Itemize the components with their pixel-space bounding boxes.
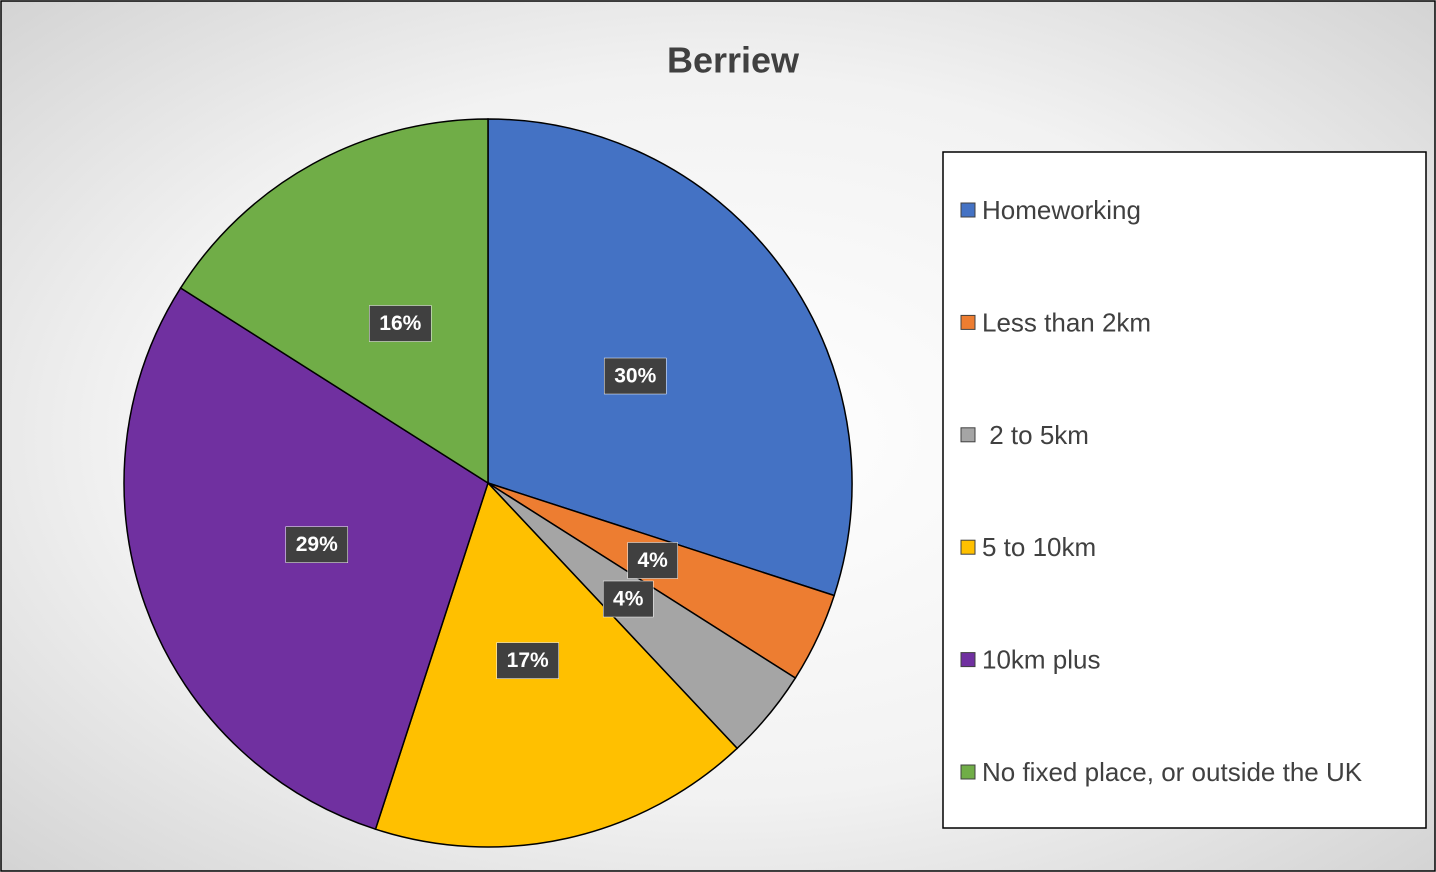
data-label: 4% bbox=[613, 588, 644, 611]
data-label-box bbox=[603, 357, 667, 395]
data-label: 30% bbox=[614, 365, 656, 388]
legend-swatch bbox=[960, 427, 976, 443]
data-label: 17% bbox=[507, 649, 549, 672]
data-label: 4% bbox=[637, 549, 668, 572]
legend bbox=[942, 151, 1427, 829]
data-label-box bbox=[602, 580, 654, 618]
legend-label: 10km plus bbox=[982, 645, 1101, 675]
legend-swatch bbox=[960, 202, 976, 218]
data-label-box bbox=[369, 305, 432, 342]
data-label-box bbox=[285, 526, 349, 563]
legend-swatch bbox=[960, 764, 976, 780]
legend-label: No fixed place, or outside the UK bbox=[982, 757, 1363, 787]
legend-swatch bbox=[960, 314, 976, 330]
legend-swatch bbox=[960, 539, 976, 555]
data-label: 16% bbox=[379, 312, 421, 335]
data-label-box bbox=[496, 642, 559, 679]
data-label: 29% bbox=[296, 533, 338, 556]
legend-label: Homeworking bbox=[982, 195, 1141, 225]
pie-slice bbox=[487, 118, 853, 597]
data-label-box bbox=[627, 542, 678, 579]
legend-label: Less than 2km bbox=[982, 307, 1151, 337]
legend-swatch bbox=[960, 652, 976, 668]
chart-title: Berriew bbox=[667, 40, 800, 81]
legend-label: 2 to 5km bbox=[982, 420, 1089, 450]
pie-slice bbox=[179, 118, 489, 485]
legend-label: 5 to 10km bbox=[982, 532, 1096, 562]
